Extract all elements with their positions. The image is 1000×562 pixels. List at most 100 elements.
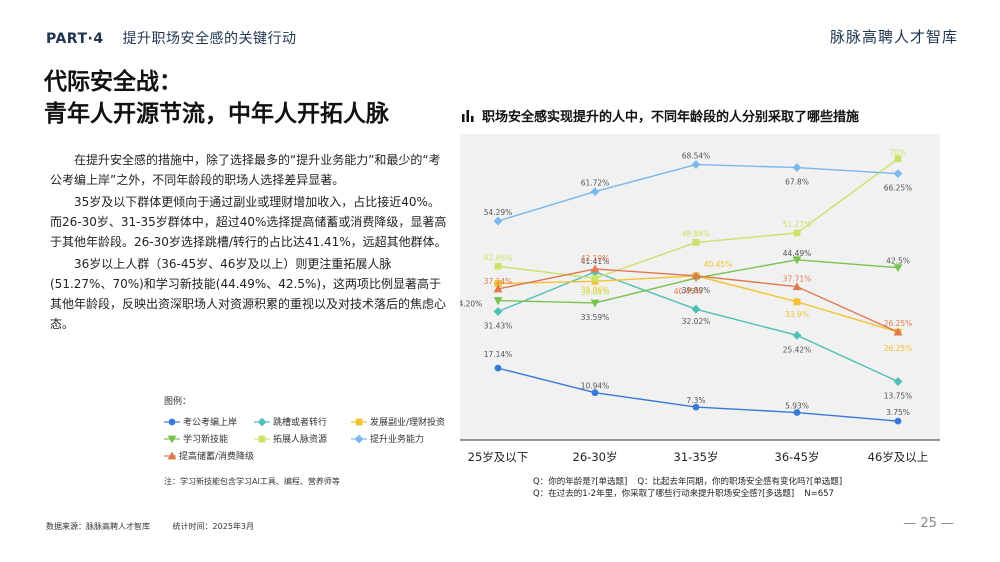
data-point	[590, 187, 600, 196]
legend-label: 发展副业/理财投资	[370, 418, 446, 428]
data-point	[893, 327, 903, 336]
legend-label: 提高储蓄/消费降级	[178, 452, 254, 462]
part-label: PART·4	[46, 31, 104, 47]
note-q2: Q：比起去年同期，你的职场安全感有变化吗?[单选题]	[637, 477, 843, 487]
data-label: 37.71%	[783, 275, 812, 284]
paragraph-3: 36岁以上人群（36-45岁、46岁及以上）则更注重拓展人脉(51.27%、70…	[50, 257, 447, 331]
data-label: 42.19%	[581, 254, 610, 263]
legend-title: 图例：	[164, 397, 192, 407]
survey-notes: Q：你的年龄是?[单选题] Q：比起去年同期，你的职场安全感有变化吗?[单选题] …	[533, 476, 852, 500]
legend-label: 跳槽或者转行	[273, 418, 328, 428]
x-tick-label: 46岁及以上	[868, 450, 929, 464]
data-point	[691, 304, 701, 314]
data-label: 51.27%	[783, 220, 812, 229]
data-label: 13.75%	[884, 392, 913, 401]
legend: 图例： 考公考编上岸 跳槽或者转行 发展副业/理财投资学习新技能 拓展人脉资源 提升业务…	[164, 394, 464, 487]
data-label: 26.25%	[884, 319, 913, 328]
legend-item: 提高储蓄/消费降级	[164, 449, 254, 462]
title-line-1: 代际安全战：	[44, 69, 182, 95]
legend-marker	[167, 435, 177, 443]
line-chart: 17.14% 10.94% 7.3% 5.93% 3.75% 31.43% 41.41% 32…	[460, 134, 940, 464]
data-label: 39.84%	[581, 288, 610, 297]
data-point	[493, 297, 503, 305]
legend-item: 考公考编上岸	[164, 415, 254, 428]
legend-marker	[355, 418, 363, 425]
data-label: 37.14%	[484, 277, 513, 286]
data-label: 66.25%	[884, 184, 913, 193]
legend-marker-icon	[351, 418, 367, 425]
data-point	[792, 163, 802, 172]
data-label: 3.75%	[886, 408, 910, 417]
data-label: 39.06%	[581, 285, 610, 294]
data-label: 39.89%	[682, 286, 711, 295]
legend-marker-icon	[164, 435, 180, 443]
x-tick-label: 25岁及以下	[468, 450, 529, 464]
x-tick-label: 26-30岁	[573, 450, 618, 464]
paragraph-2: 35岁及以下群体更倾向于通过副业或理财增加收入，占比接近40%。而26-30岁、…	[50, 195, 447, 249]
section-header: PART·4 提升职场安全感的关键行动	[46, 28, 297, 48]
data-label: 5.93%	[785, 402, 809, 411]
legend-note: 注：学习新技能包含学习AI工具、编程、营养师等	[164, 477, 340, 486]
legend-label: 提升业务能力	[370, 435, 425, 445]
legend-label: 考公考编上岸	[183, 418, 238, 428]
plot-background	[460, 134, 940, 440]
data-source: 数据来源：脉脉高聘人才智库	[46, 522, 150, 531]
data-point	[692, 239, 700, 246]
note-q3: Q：在过去的1-2年里，你采取了哪些行动来提升职场安全感?[多选题]	[533, 489, 795, 499]
bar-chart-icon	[462, 109, 474, 122]
legend-marker	[354, 434, 364, 443]
data-point	[893, 264, 903, 273]
legend-item: 发展副业/理财投资	[351, 415, 451, 428]
chart-heading: 职场安全感实现提升的人中，不同年龄段的人分别采取了哪些措施	[462, 106, 859, 125]
data-point	[894, 417, 902, 425]
legend-item: 跳槽或者转行	[254, 415, 351, 428]
paragraph-1: 在提升安全感的措施中，除了选择最多的“提升业务能力”和最少的“考公考编上岸”之外…	[50, 153, 441, 187]
data-point	[792, 256, 802, 265]
x-tick-label: 36-45岁	[775, 450, 820, 464]
data-label: 33.9%	[785, 310, 809, 319]
data-label: 31.43%	[484, 322, 513, 331]
data-point	[793, 298, 801, 306]
data-label: 54.29%	[484, 208, 513, 217]
page-number: — 25 —	[903, 516, 954, 531]
legend-marker-icon	[254, 417, 270, 426]
legend-marker-icon	[164, 451, 176, 459]
legend-label: 学习新技能	[183, 435, 229, 445]
data-label: 34.20%	[460, 300, 482, 309]
data-point	[691, 271, 701, 280]
data-label: 44.49%	[783, 249, 812, 258]
data-point	[894, 155, 902, 163]
data-label: 40.45%	[674, 287, 703, 296]
data-point	[893, 169, 903, 179]
legend-marker	[167, 451, 176, 459]
data-point	[493, 307, 503, 316]
stat-time: 统计时间：2025年3月	[172, 522, 254, 531]
legend-marker-icon	[351, 434, 367, 443]
data-point	[590, 264, 600, 273]
data-point	[692, 403, 700, 411]
data-label: 40.45%	[704, 260, 733, 269]
legend-marker-icon	[254, 435, 270, 442]
data-label: 41.41%	[581, 257, 610, 266]
data-label: 26.25%	[884, 344, 913, 353]
data-label: 33.59%	[581, 313, 610, 322]
legend-item: 拓展人脉资源	[254, 432, 351, 445]
legend-marker	[258, 435, 266, 442]
legend-marker	[168, 418, 176, 425]
data-point	[590, 299, 600, 308]
data-point	[493, 284, 503, 293]
data-point	[494, 280, 502, 287]
data-label: 32.02%	[682, 317, 711, 326]
note-n: N=657	[804, 489, 834, 499]
title-line-2: 青年人开源节流，中年人开拓人脉	[44, 101, 389, 127]
data-point	[494, 262, 502, 270]
data-label: 70%	[890, 148, 907, 157]
data-point	[494, 364, 502, 372]
body-text: 在提升安全感的措施中，除了选择最多的“提升业务能力”和最少的“考公考编上岸”之外…	[50, 150, 450, 336]
data-label: 42.86%	[484, 253, 513, 262]
data-label: 17.14%	[484, 350, 513, 359]
legend-grid: 考公考编上岸 跳槽或者转行 发展副业/理财投资学习新技能 拓展人脉资源 提升业务能力提高…	[164, 415, 464, 462]
data-point	[792, 282, 802, 291]
data-label: 42.5%	[886, 257, 910, 266]
data-point	[691, 160, 701, 169]
